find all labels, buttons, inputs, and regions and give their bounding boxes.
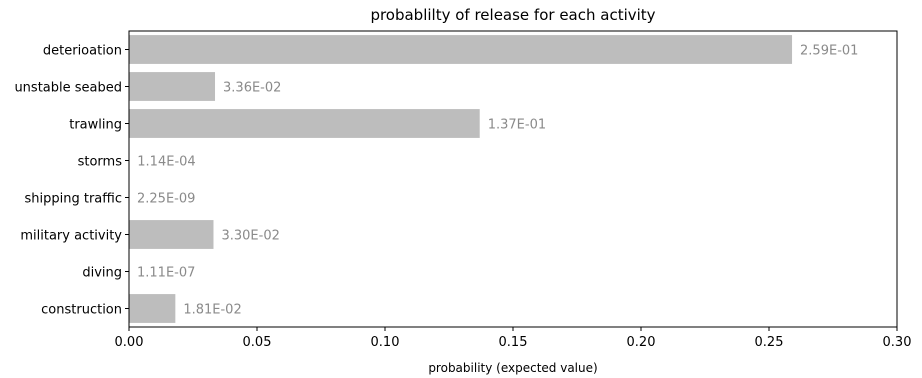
bar-construction xyxy=(129,294,176,323)
x-axis: 0.00 0.05 0.10 0.15 0.20 0.25 0.30 xyxy=(115,327,912,350)
chart-title: probablilty of release for each activity xyxy=(370,6,655,24)
bar-military-activity xyxy=(129,220,214,249)
x-tick-label: 0.20 xyxy=(627,335,656,350)
y-tick-label: trawling xyxy=(69,118,122,133)
x-tick-label: 0.10 xyxy=(371,335,400,350)
y-tick-label: unstable seabed xyxy=(14,81,122,96)
y-tick-label: shipping traffic xyxy=(25,192,123,207)
x-tick-label: 0.05 xyxy=(243,335,272,350)
value-label: 1.81E-02 xyxy=(183,303,241,318)
value-label: 2.25E-09 xyxy=(137,192,195,207)
value-label: 1.11E-07 xyxy=(137,266,195,281)
value-label: 2.59E-01 xyxy=(800,44,858,59)
x-tick-label: 0.15 xyxy=(499,335,528,350)
y-tick-label: storms xyxy=(78,155,123,170)
y-axis: deterioation unstable seabed trawling storm… xyxy=(14,44,129,318)
value-label: 3.30E-02 xyxy=(221,229,279,244)
y-tick-label: military activity xyxy=(20,229,122,244)
value-label: 3.36E-02 xyxy=(223,81,281,96)
bars-group: 2.59E-01 3.36E-02 1.37E-01 1.14E-04 2.25E-09… xyxy=(129,35,858,323)
y-tick-label: deterioation xyxy=(43,44,122,59)
axes-group xyxy=(128,30,898,328)
x-tick-label: 0.00 xyxy=(115,335,144,350)
value-label: 1.14E-04 xyxy=(137,155,195,170)
x-tick-label: 0.30 xyxy=(883,335,912,350)
x-tick-label: 0.25 xyxy=(755,335,784,350)
y-tick-label: diving xyxy=(82,266,122,281)
bar-trawling xyxy=(129,109,480,138)
plot-frame xyxy=(128,30,898,328)
x-axis-label: probability (expected value) xyxy=(428,361,597,375)
bar-deterioation xyxy=(129,35,793,64)
y-tick-label: construction xyxy=(41,303,122,318)
value-label: 1.37E-01 xyxy=(488,118,546,133)
bar-unstable-seabed xyxy=(129,72,216,101)
